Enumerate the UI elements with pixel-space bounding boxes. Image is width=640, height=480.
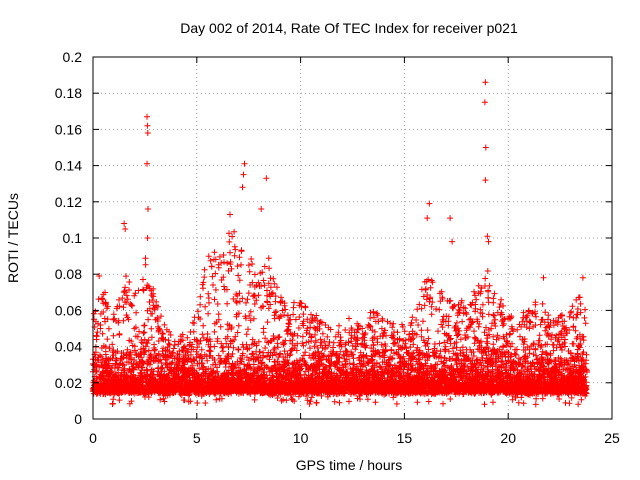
x-tick-label: 0 xyxy=(89,430,97,446)
y-tick-label: 0.06 xyxy=(55,302,82,318)
x-tick-label: 25 xyxy=(604,430,620,446)
y-tick-label: 0.1 xyxy=(63,230,83,246)
x-tick-label: 15 xyxy=(397,430,413,446)
x-tick-label: 20 xyxy=(500,430,516,446)
y-tick-label: 0.18 xyxy=(55,85,82,101)
data-points xyxy=(90,79,590,408)
y-tick-label: 0 xyxy=(74,411,82,427)
y-tick-label: 0.16 xyxy=(55,121,82,137)
y-axis-label: ROTI / TECUs xyxy=(5,193,21,283)
axis-ticks: 0 5 10 15 20 25 0 0.02 0.04 0.06 0.08 0.1 0.12 0.14 0.… xyxy=(55,49,620,446)
y-tick-label: 0.04 xyxy=(55,339,82,355)
chart-title: Day 002 of 2014, Rate Of TEC Index for r… xyxy=(180,20,518,36)
y-tick-label: 0.14 xyxy=(55,158,82,174)
roti-data-markers xyxy=(90,79,590,408)
y-tick-label: 0.2 xyxy=(63,49,83,65)
x-tick-label: 10 xyxy=(293,430,309,446)
x-tick-label: 5 xyxy=(193,430,201,446)
y-tick-label: 0.08 xyxy=(55,266,82,282)
x-axis-label: GPS time / hours xyxy=(296,457,403,473)
y-tick-label: 0.12 xyxy=(55,194,82,210)
y-tick-label: 0.02 xyxy=(55,375,82,391)
